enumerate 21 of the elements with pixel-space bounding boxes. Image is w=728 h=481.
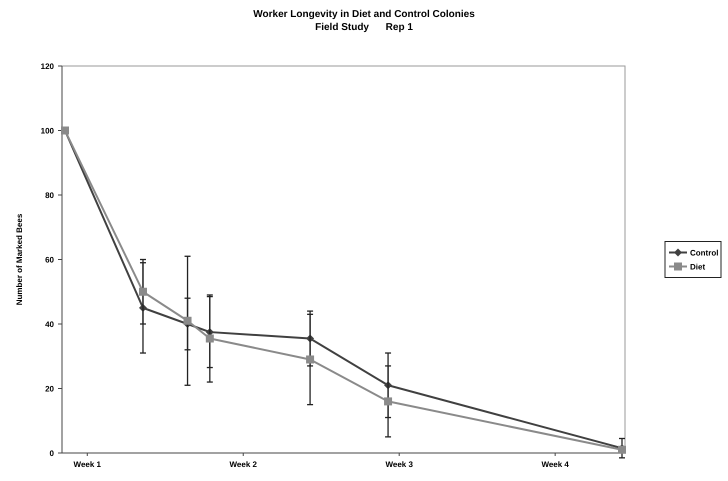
y-tick-label: 80 xyxy=(45,190,55,200)
x-tick-label: Week 3 xyxy=(385,460,414,469)
chart-subtitle: Field Study Rep 1 xyxy=(315,22,414,33)
x-tick-label: Week 1 xyxy=(74,460,102,469)
chart-title: Worker Longevity in Diet and Control Colonies xyxy=(253,9,476,20)
x-tick-label: Week 4 xyxy=(541,460,570,469)
point xyxy=(206,334,214,343)
y-tick-label: 100 xyxy=(40,126,55,136)
y-tick-label: 60 xyxy=(45,255,55,264)
x-tick-label: Week 2 xyxy=(230,460,258,469)
point xyxy=(184,316,192,325)
point xyxy=(306,355,314,364)
y-tick-label: 120 xyxy=(40,62,55,71)
point xyxy=(138,288,147,296)
legend-label: Diet xyxy=(690,262,706,272)
legend-label: Control xyxy=(690,248,718,258)
y-axis-title: Number of Marked Bees xyxy=(15,213,24,306)
y-tick-label: 40 xyxy=(45,320,55,329)
y-tick-label: 0 xyxy=(50,448,55,458)
y-tick-label: 20 xyxy=(45,384,55,394)
point xyxy=(384,397,392,406)
